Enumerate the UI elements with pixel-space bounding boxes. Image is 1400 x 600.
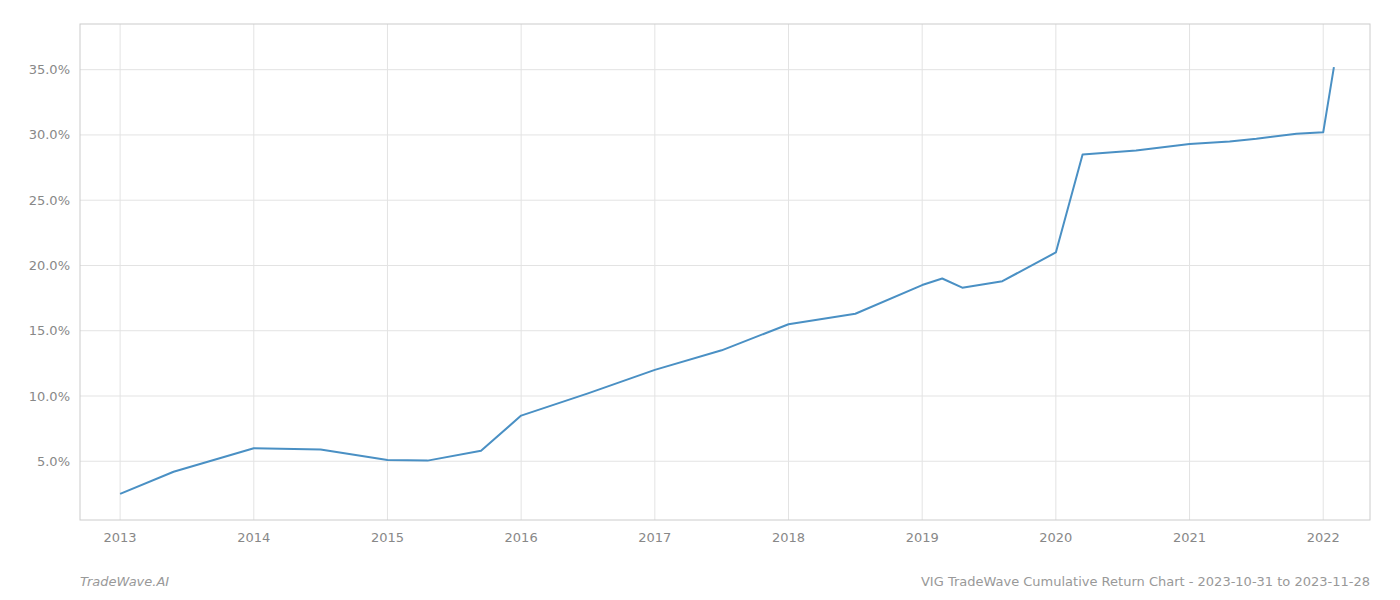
line	[120, 67, 1334, 494]
x-tick-label: 2014	[237, 530, 270, 545]
x-grid-line	[788, 24, 789, 520]
y-tick-label: 20.0%	[29, 258, 70, 273]
x-grid-line	[387, 24, 388, 520]
x-grid-line	[253, 24, 254, 520]
x-tick-label: 2021	[1173, 530, 1206, 545]
axes: 2013 2014 2015 2016 2017 2018 2019 2020 2021 2022…	[29, 24, 1370, 545]
x-grid-line	[1055, 24, 1056, 520]
x-tick-label: 2022	[1307, 530, 1340, 545]
y-tick-label: 10.0%	[29, 389, 70, 404]
y-grid-line	[80, 265, 1370, 266]
grid	[80, 24, 1370, 520]
y-tick-label: 5.0%	[37, 454, 70, 469]
y-grid-line	[80, 330, 1370, 331]
x-tick-label: 2020	[1039, 530, 1072, 545]
y-grid-line	[80, 396, 1370, 397]
y-grid-line	[80, 461, 1370, 462]
y-grid-line	[80, 134, 1370, 135]
x-grid-line	[1189, 24, 1190, 520]
x-tick-label: 2013	[104, 530, 137, 545]
x-tick-label: 2019	[906, 530, 939, 545]
y-tick-label: 35.0%	[29, 62, 70, 77]
y-tick-label: 25.0%	[29, 193, 70, 208]
x-tick-label: 2015	[371, 530, 404, 545]
x-tick-label: 2016	[505, 530, 538, 545]
x-tick-label: 2018	[772, 530, 805, 545]
y-grid-line	[80, 69, 1370, 70]
x-grid-line	[521, 24, 522, 520]
x-grid-line	[654, 24, 655, 520]
series	[120, 67, 1334, 494]
chart: 2013 2014 2015 2016 2017 2018 2019 2020 2021 2022…	[0, 0, 1400, 600]
x-grid-line	[120, 24, 121, 520]
footer-text: VIG TradeWave Cumulative Return Chart - …	[921, 574, 1370, 589]
x-tick-label: 2017	[638, 530, 671, 545]
plot-frame	[80, 24, 1370, 520]
x-grid-line	[922, 24, 923, 520]
y-tick-label: 30.0%	[29, 127, 70, 142]
y-tick-label: 15.0%	[29, 323, 70, 338]
footer-text: TradeWave.AI	[80, 574, 169, 589]
y-grid-line	[80, 200, 1370, 201]
x-grid-line	[1323, 24, 1324, 520]
